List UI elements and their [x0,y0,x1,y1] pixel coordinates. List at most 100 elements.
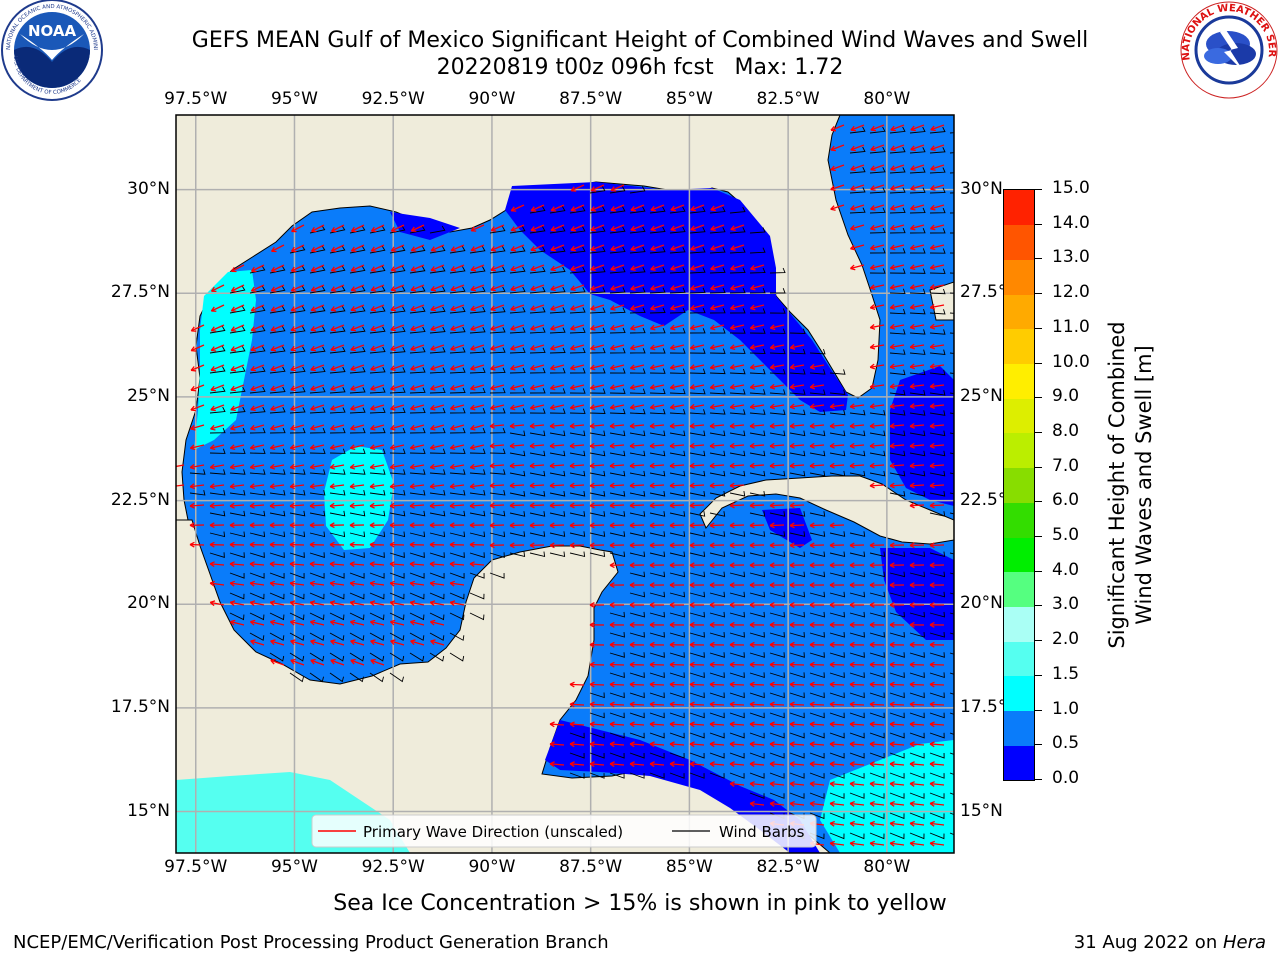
colorbar-segment [1004,745,1034,780]
colorbar-tick-mark [1034,710,1042,711]
footer-date: 31 Aug 2022 on [1074,932,1223,953]
wave-direction-arrow [750,525,764,526]
lon-tick-bottom: 87.5°W [551,857,631,877]
lat-tick-right: 15°N [960,801,1003,821]
colorbar-tick-label: 1.5 [1052,664,1079,684]
map-legend: Primary Wave Direction (unscaled) Wind B… [312,815,816,847]
colorbar-label: Significant Height of Combined Wind Wave… [1104,305,1158,665]
colorbar-tick-mark [1034,258,1042,259]
lat-tick-left: 17.5°N [90,697,170,717]
lon-tick-bottom: 82.5°W [748,857,828,877]
wave-direction-arrow [710,525,724,526]
colorbar-segment [1004,606,1034,641]
colorbar-tick-mark [1034,467,1042,468]
colorbar-tick-mark [1034,675,1042,676]
lat-tick-left: 20°N [90,593,170,613]
lon-tick-top: 85°W [649,89,729,109]
lat-tick-left: 15°N [90,801,170,821]
footer-right: 31 Aug 2022 on Hera [1074,932,1266,953]
colorbar-tick-label: 10.0 [1052,352,1090,372]
colorbar-tick-mark [1034,571,1042,572]
colorbar-tick-label: 0.5 [1052,733,1079,753]
sea-ice-caption: Sea Ice Concentration > 15% is shown in … [0,891,1280,916]
wind-barb [950,853,964,859]
colorbar-segment [1004,398,1034,433]
colorbar-segment [1004,294,1034,329]
lon-tick-top: 80°W [847,89,927,109]
colorbar-tick-label: 12.0 [1052,282,1090,302]
wave-arrow-head [170,464,175,469]
colorbar [1003,189,1035,781]
lon-tick-bottom: 95°W [254,857,334,877]
colorbar-segment [1004,502,1034,537]
wave-direction-arrow [670,525,684,526]
colorbar-segment [1004,711,1034,746]
wave-direction-arrow [550,525,564,526]
colorbar-tick-mark [1034,640,1042,641]
wave-direction-arrow [810,525,824,526]
colorbar-tick-label: 1.0 [1052,699,1079,719]
wave-direction-arrow [490,525,504,526]
lon-tick-top: 82.5°W [748,89,828,109]
colorbar-tick-label: 15.0 [1052,178,1090,198]
wave-direction-arrow [770,525,784,526]
colorbar-label-line1: Significant Height of Combined [1104,305,1131,665]
wave-direction-arrow [610,525,624,526]
lon-tick-bottom: 90°W [452,857,532,877]
lon-tick-top: 95°W [254,89,334,109]
colorbar-tick-label: 6.0 [1052,490,1079,510]
lon-tick-bottom: 97.5°W [156,857,236,877]
colorbar-tick-mark [1034,536,1042,537]
lon-tick-top: 97.5°W [156,89,236,109]
colorbar-tick-mark [1034,189,1042,190]
lon-tick-bottom: 80°W [847,857,927,877]
colorbar-segment [1004,641,1034,676]
wave-direction-arrow [690,525,704,526]
colorbar-segment [1004,433,1034,468]
lon-tick-top: 92.5°W [353,89,433,109]
legend-wave-label: Primary Wave Direction (unscaled) [363,823,623,841]
colorbar-tick-label: 11.0 [1052,317,1090,337]
colorbar-tick-label: 3.0 [1052,594,1079,614]
colorbar-segment [1004,190,1034,225]
lat-tick-right: 25°N [960,386,1003,406]
lat-tick-left: 27.5°N [90,282,170,302]
wave-direction-arrow [590,525,604,526]
lat-tick-right: 20°N [960,593,1003,613]
colorbar-tick-mark [1034,779,1042,780]
wave-direction-arrow [510,525,524,526]
footer-host: Hera [1223,932,1266,953]
lat-tick-left: 22.5°N [90,490,170,510]
wind-barb [930,853,944,859]
colorbar-segment [1004,537,1034,572]
colorbar-segment [1004,329,1034,364]
colorbar-tick-mark [1034,605,1042,606]
lat-tick-left: 30°N [90,179,170,199]
wave-direction-arrow [570,525,584,526]
colorbar-tick-mark [1034,397,1042,398]
wave-direction-arrow [650,525,664,526]
colorbar-tick-mark [1034,363,1042,364]
colorbar-segment [1004,259,1034,294]
colorbar-tick-label: 4.0 [1052,560,1079,580]
lon-tick-top: 90°W [452,89,532,109]
colorbar-tick-label: 5.0 [1052,525,1079,545]
footer-left: NCEP/EMC/Verification Post Processing Pr… [13,932,609,953]
colorbar-segment [1004,468,1034,503]
colorbar-tick-mark [1034,744,1042,745]
wave-direction-arrow [530,525,544,526]
colorbar-tick-mark [1034,293,1042,294]
lat-tick-left: 25°N [90,386,170,406]
colorbar-tick-label: 2.0 [1052,629,1079,649]
colorbar-segment [1004,676,1034,711]
lon-tick-top: 87.5°W [551,89,631,109]
colorbar-tick-label: 13.0 [1052,247,1090,267]
lon-tick-bottom: 85°W [649,857,729,877]
colorbar-tick-mark [1034,432,1042,433]
colorbar-label-line2: Wind Waves and Swell [m] [1131,305,1158,665]
colorbar-tick-label: 8.0 [1052,421,1079,441]
wave-direction-arrow [730,525,744,526]
lon-tick-bottom: 92.5°W [353,857,433,877]
colorbar-tick-mark [1034,501,1042,502]
